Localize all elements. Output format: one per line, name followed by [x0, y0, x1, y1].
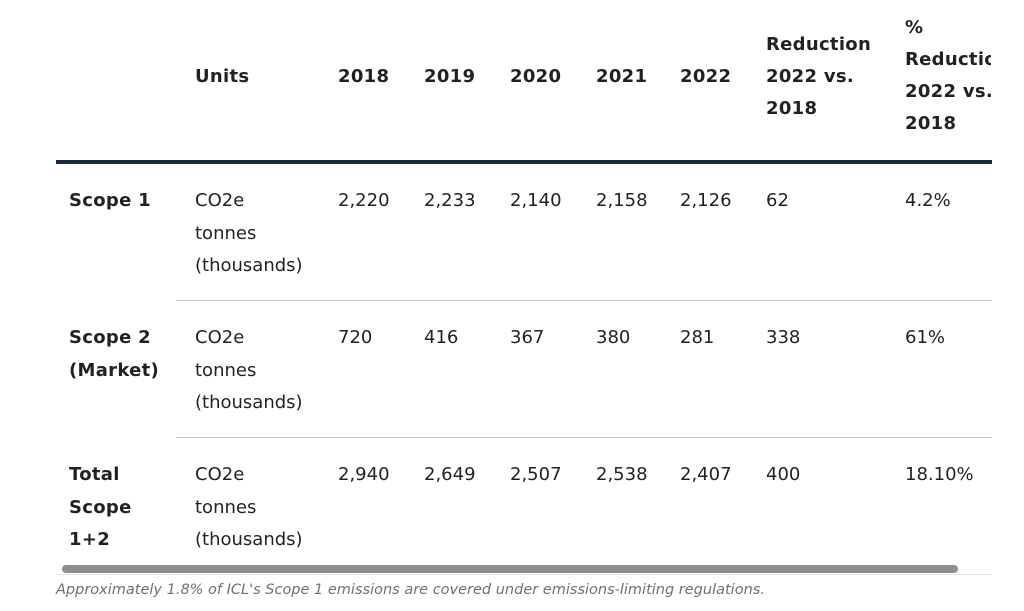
header-year-2019: 2019 [424, 66, 476, 87]
cell-reduction: 400 [766, 464, 801, 485]
cell-value: 2,649 [424, 464, 476, 485]
cell-value: 380 [596, 327, 631, 348]
cell-pct: 4.2% [905, 190, 951, 211]
row-units: CO2e tonnes (thousands) [195, 464, 303, 550]
cell-reduction: 338 [766, 327, 801, 348]
cell-value: 2,233 [424, 190, 476, 211]
cell-value: 2,940 [338, 464, 390, 485]
horizontal-scrollbar-track [56, 574, 992, 575]
cell-pct: 61% [905, 327, 946, 348]
header-divider [56, 160, 992, 164]
cell-reduction: 62 [766, 190, 789, 211]
header-year-2018: 2018 [338, 66, 390, 87]
cell-value: 2,158 [596, 190, 648, 211]
row-units: CO2e tonnes (thousands) [195, 190, 303, 276]
row-label-total-scope: Total Scope 1+2 [69, 464, 132, 550]
header-reduction: Reduction 2022 vs. 2018 [766, 34, 872, 119]
cell-value: 2,538 [596, 464, 648, 485]
row-divider [176, 300, 992, 301]
cell-value: 720 [338, 327, 373, 348]
cell-pct: 18.10% [905, 464, 974, 485]
cell-value: 2,126 [680, 190, 732, 211]
cell-value: 2,220 [338, 190, 390, 211]
row-label-scope-1: Scope 1 [69, 190, 151, 211]
horizontal-scrollbar-thumb[interactable] [62, 565, 958, 573]
cell-value: 367 [510, 327, 545, 348]
header-units: Units [195, 66, 250, 87]
row-label-scope-2: Scope 2 (Market) [69, 327, 160, 381]
cell-value: 281 [680, 327, 715, 348]
row-divider [176, 437, 992, 438]
cell-value: 416 [424, 327, 459, 348]
footnote: Approximately 1.8% of ICL's Scope 1 emis… [56, 582, 765, 598]
cell-value: 2,407 [680, 464, 732, 485]
header-year-2022: 2022 [680, 66, 732, 87]
header-pct-reduction: % Reductio 2022 vs. 2018 [905, 17, 991, 134]
row-units: CO2e tonnes (thousands) [195, 327, 303, 413]
cell-value: 2,140 [510, 190, 562, 211]
header-year-2021: 2021 [596, 66, 648, 87]
header-year-2020: 2020 [510, 66, 562, 87]
cell-value: 2,507 [510, 464, 562, 485]
